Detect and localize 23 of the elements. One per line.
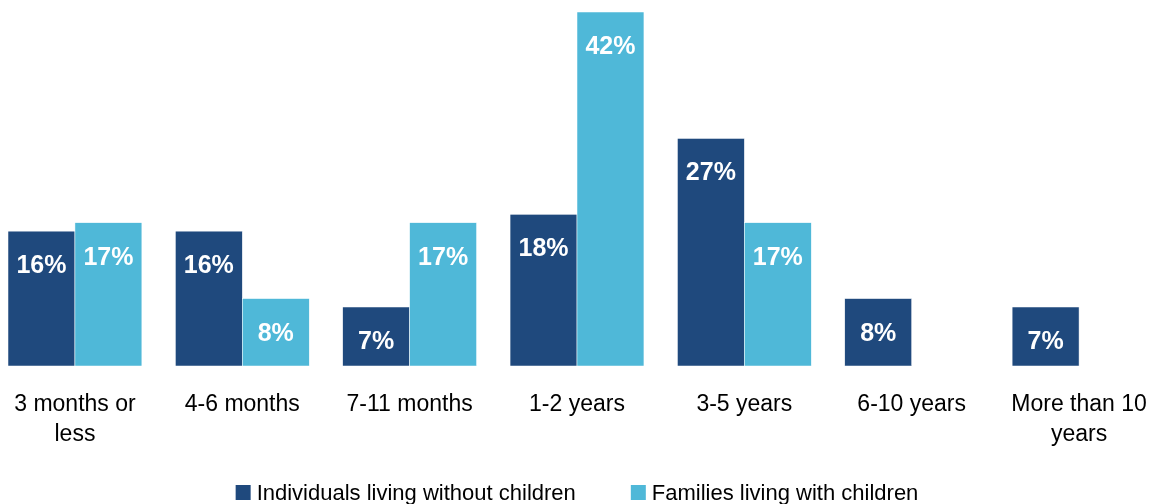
bar bbox=[844, 298, 912, 367]
data-label: 18% bbox=[518, 233, 569, 262]
x-tick-label: 4-6 months bbox=[184, 390, 300, 416]
data-label: 17% bbox=[418, 241, 469, 270]
data-label: 17% bbox=[83, 241, 134, 270]
data-label: 8% bbox=[257, 317, 294, 346]
legend-label: Families living with children bbox=[651, 480, 919, 504]
x-tick-label: 7-11 months bbox=[346, 390, 473, 416]
data-label: 7% bbox=[358, 326, 395, 354]
bar bbox=[1011, 306, 1080, 367]
data-label: 8% bbox=[860, 317, 897, 346]
x-tick-label: 1-2 years bbox=[529, 390, 625, 416]
data-label: 42% bbox=[585, 31, 636, 59]
data-label: 16% bbox=[183, 250, 234, 279]
x-tick-label: More than 10 years bbox=[1011, 390, 1147, 446]
legend-label: Individuals living without children bbox=[256, 480, 576, 504]
data-label: 27% bbox=[685, 157, 736, 186]
data-label: 7% bbox=[1027, 326, 1064, 354]
x-tick-label: 3 months or less bbox=[14, 390, 136, 446]
x-tick-label: 6-10 years bbox=[857, 390, 967, 416]
data-label: 16% bbox=[16, 250, 67, 279]
data-label: 17% bbox=[752, 241, 803, 270]
x-tick-label: 3-5 years bbox=[696, 390, 793, 416]
